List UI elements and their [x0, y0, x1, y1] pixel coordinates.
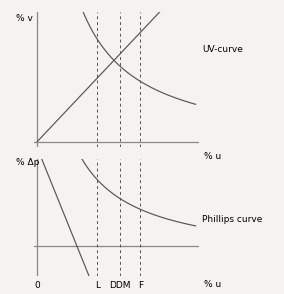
Text: F: F: [138, 281, 143, 290]
Text: DDM: DDM: [109, 281, 130, 290]
Text: % u: % u: [204, 152, 221, 161]
Text: Phillips curve: Phillips curve: [202, 216, 262, 224]
Text: % u: % u: [204, 280, 221, 290]
Text: % v: % v: [16, 14, 33, 24]
Text: 0: 0: [34, 281, 40, 290]
Text: L: L: [95, 281, 100, 290]
Text: % Δp: % Δp: [16, 158, 39, 167]
Text: UV-curve: UV-curve: [202, 45, 243, 54]
